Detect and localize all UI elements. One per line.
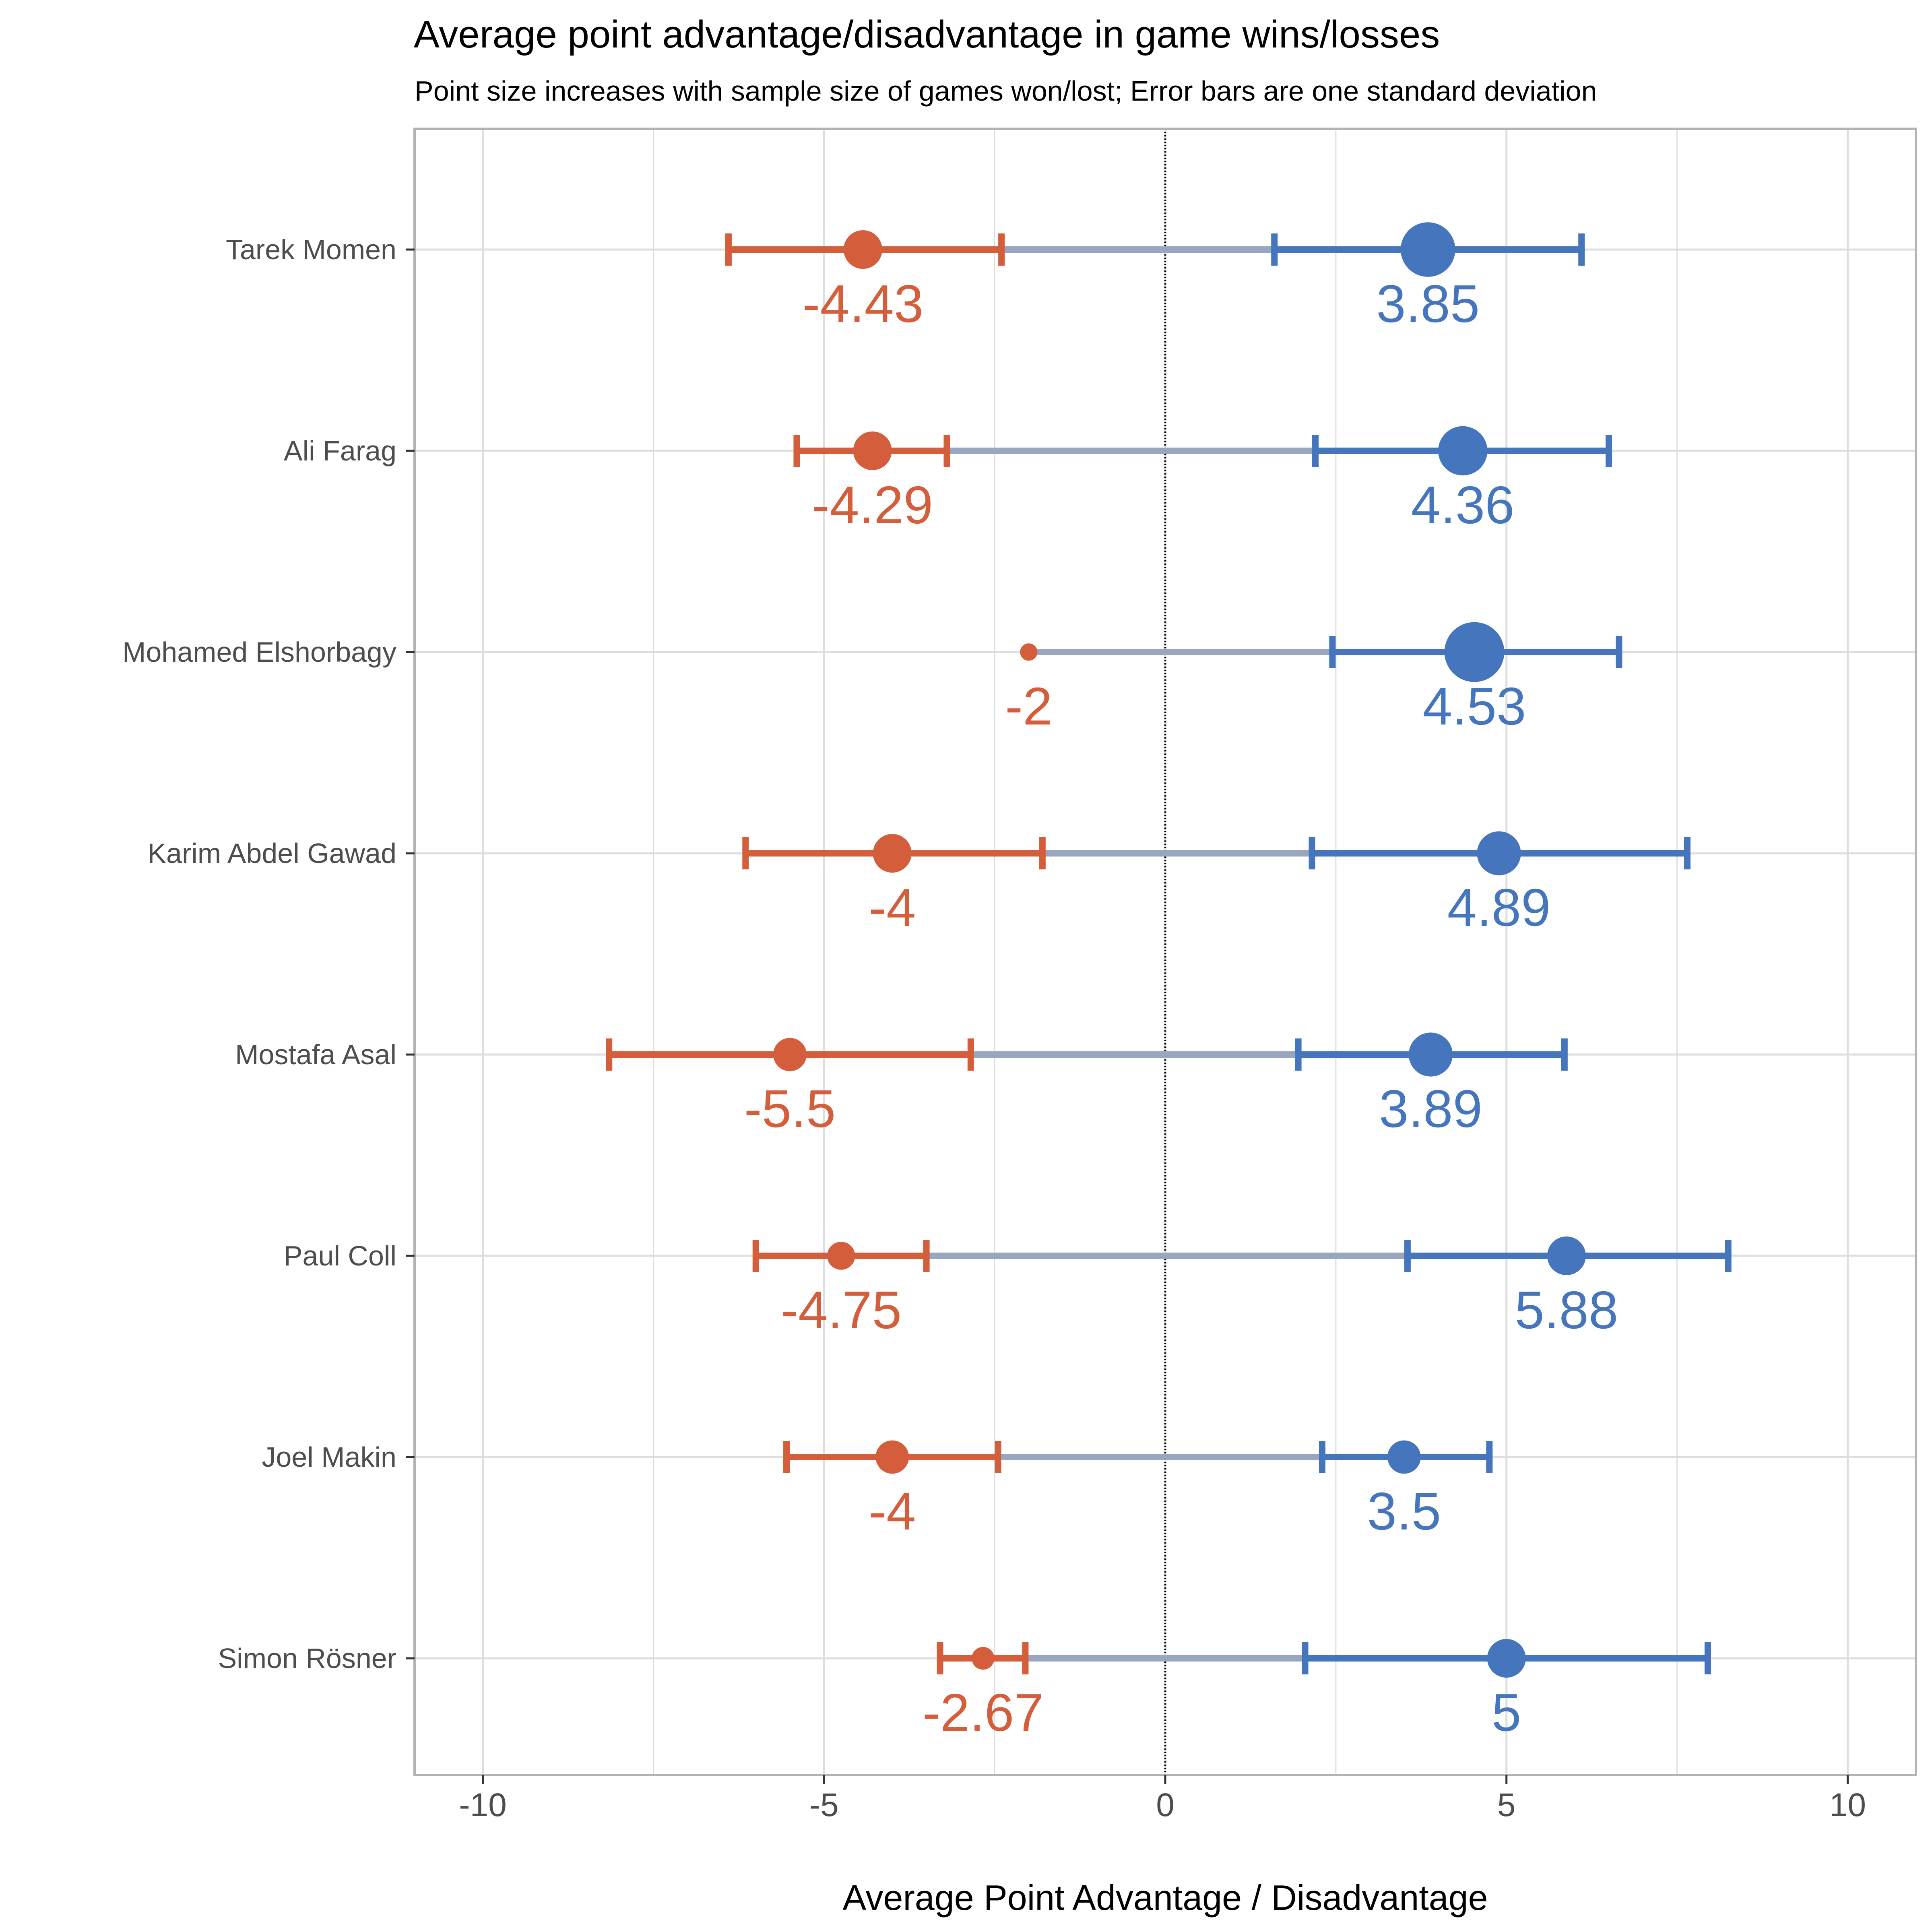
loss-value-label: -2.67 (923, 1683, 1044, 1742)
y-tick-label: Paul Coll (284, 1240, 396, 1271)
x-axis-label: Average Point Advantage / Disadvantage (842, 1878, 1488, 1918)
win-mean-point (1444, 622, 1505, 682)
y-tick-label: Tarek Momen (226, 234, 396, 265)
loss-mean-point (827, 1242, 855, 1270)
x-tick-label: 10 (1829, 1787, 1866, 1823)
x-tick-label: -10 (459, 1787, 507, 1823)
loss-mean-point (773, 1038, 807, 1071)
loss-mean-point (853, 431, 892, 470)
x-tick-label: -5 (809, 1787, 839, 1823)
win-mean-point (1487, 1639, 1526, 1678)
win-value-label: 3.89 (1379, 1079, 1482, 1138)
win-value-label: 3.85 (1376, 274, 1480, 333)
chart-title: Average point advantage/disadvantage in … (414, 13, 1440, 56)
chart-subtitle: Point size increases with sample size of… (415, 75, 1597, 107)
y-axis: Tarek Momen Ali Farag Mohamed Elshorbagy Ka… (122, 234, 415, 1674)
y-tick-label: Karim Abdel Gawad (147, 838, 396, 869)
win-value-label: 3.5 (1367, 1482, 1441, 1541)
player-row: -4.29 4.36 (793, 426, 1612, 535)
loss-value-label: -4 (869, 1482, 916, 1541)
y-tick-label: Mohamed Elshorbagy (122, 636, 396, 668)
loss-value-label: -4.75 (780, 1280, 902, 1340)
player-row: -4.75 5.88 (752, 1236, 1732, 1340)
y-tick-label: Mostafa Asal (235, 1039, 396, 1070)
x-tick-label: 5 (1497, 1787, 1516, 1823)
loss-value-label: -2 (1005, 677, 1052, 736)
y-tick-label: Joel Makin (262, 1441, 396, 1473)
loss-mean-point (873, 834, 912, 873)
loss-value-label: -4.29 (812, 475, 933, 535)
win-value-label: 4.36 (1411, 475, 1515, 535)
win-value-label: 5.88 (1515, 1280, 1618, 1340)
loss-value-label: -4 (869, 878, 916, 937)
loss-value-label: -4.43 (802, 274, 923, 333)
loss-value-label: -5.5 (744, 1079, 836, 1138)
player-row: -5.5 3.89 (606, 1032, 1568, 1138)
y-tick-label: Ali Farag (284, 435, 396, 466)
win-mean-point (1400, 222, 1455, 277)
grid (415, 129, 1916, 1775)
win-value-label: 4.53 (1423, 677, 1526, 736)
loss-mean-point (972, 1647, 995, 1670)
loss-mean-point (843, 230, 882, 269)
player-row: -2.67 5 (923, 1639, 1711, 1742)
win-mean-point (1408, 1032, 1453, 1077)
x-axis: -10 -5 0 5 10 (459, 1775, 1866, 1823)
loss-mean-point (1020, 643, 1038, 661)
win-mean-point (1387, 1440, 1421, 1474)
player-row: -4.43 3.85 (725, 222, 1585, 333)
win-value-label: 5 (1492, 1683, 1521, 1742)
win-value-label: 4.89 (1447, 878, 1551, 937)
win-mean-point (1547, 1236, 1586, 1275)
loss-mean-point (875, 1440, 909, 1474)
player-row: -2 4.53 (1005, 622, 1622, 736)
x-tick-label: 0 (1156, 1787, 1174, 1823)
player-row: -4 4.89 (742, 831, 1691, 937)
y-tick-label: Simon Rösner (218, 1643, 396, 1674)
win-mean-point (1477, 831, 1521, 875)
player-row: -4 3.5 (783, 1440, 1493, 1541)
win-mean-point (1438, 426, 1488, 476)
data-marks: -4.43 3.85 -4.29 4.36 -2 4.53 -4 4.89 -5.5 3.89 -4… (606, 222, 1732, 1742)
